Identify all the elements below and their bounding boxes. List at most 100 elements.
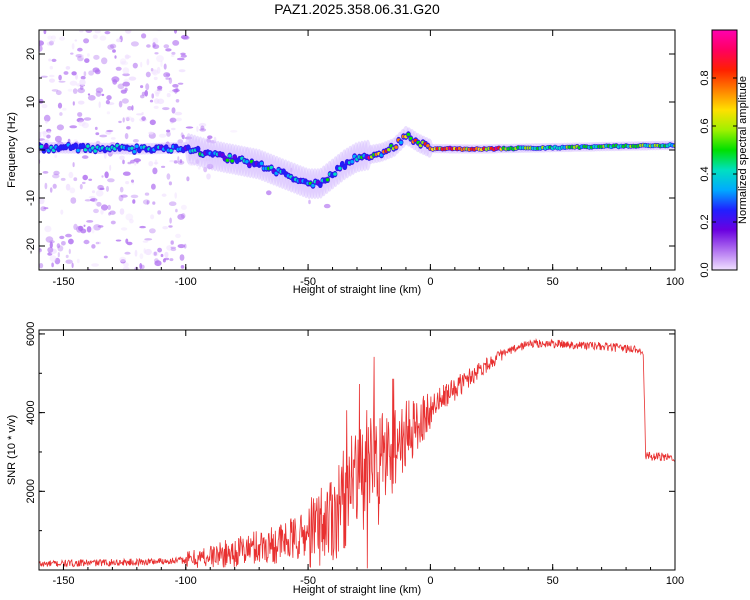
noise-blob [172,84,179,88]
noise-blob [174,88,178,94]
noise-blob [49,65,53,70]
noise-blob [104,171,109,179]
noise-blob [206,173,211,180]
noise-blob [180,52,186,56]
ridge-core [311,183,315,188]
ridge-core [230,159,234,163]
noise-blob [177,57,185,61]
noise-blob [119,186,124,193]
noise-blob [168,201,177,206]
noise-blob [171,127,176,131]
colorbar-scale [711,29,738,271]
noise-blob [160,60,163,67]
noise-blob [172,40,180,46]
noise-blob [151,69,157,75]
noise-blob [69,187,76,194]
noise-blob [52,183,57,189]
noise-blob [181,134,185,140]
noise-blob [68,171,74,179]
noise-blob [116,38,122,43]
noise-blob [131,179,134,183]
ridge-core [245,160,249,164]
noise-blob [142,240,149,243]
noise-blob [82,174,88,181]
noise-blob [39,197,45,205]
noise-blob [128,76,137,81]
noise-blob [114,55,117,59]
noise-blob [84,199,92,202]
spectrogram-xlabel: Height of straight line (km) [293,284,421,296]
noise-blob [169,160,175,163]
noise-blob [82,181,86,185]
noise-blob [97,225,104,228]
noise-blob [47,35,53,40]
noise-blob [150,68,154,72]
ridge-core [394,145,398,149]
noise-blob [171,107,176,114]
noise-blob [120,58,127,65]
noise-blob [57,102,63,109]
noise-blob [170,54,175,58]
x-tick-label: -50 [300,276,316,288]
noise-blob [65,183,71,191]
noise-blob [83,224,86,227]
noise-blob [59,36,66,41]
noise-blob [127,161,132,165]
noise-blob [119,256,127,263]
noise-blob [177,160,185,165]
noise-blob [126,241,133,246]
ridge-core [135,144,139,149]
noise-blob [94,69,101,75]
noise-blob [175,208,178,213]
noise-blob [151,183,156,190]
noise-blob [95,132,100,136]
x-tick-label: 0 [427,575,433,587]
ridge-core [387,148,391,152]
noise-blob [148,161,154,167]
noise-blob [93,224,101,231]
ridge-core [274,171,279,175]
noise-blob [170,240,174,245]
noise-blob [125,30,132,34]
noise-blob [88,70,94,76]
noise-blob [140,61,143,68]
noise-blob [144,192,150,196]
noise-blob [49,74,55,78]
noise-blob [122,73,130,77]
noise-blob [186,176,190,182]
noise-blob [153,98,160,104]
noise-blob [42,139,50,143]
noise-blob [95,190,104,197]
noise-blob [107,44,115,50]
colorbar-tick-label: 0.2 [699,214,711,229]
ridge-core [81,144,85,148]
noise-blob [120,61,129,66]
noise-blob [99,134,108,138]
snr-frame [38,329,676,571]
noise-blob [110,137,116,140]
noise-blob [180,265,185,269]
noise-blob [75,74,78,80]
noise-blob [84,58,90,63]
noise-blob [47,247,54,253]
noise-blob [55,90,62,96]
ridge-core [93,149,98,153]
noise-blob [179,159,183,164]
noise-blob [153,105,159,109]
noise-blob [59,235,65,240]
noise-blob [87,53,90,57]
noise-blob [94,199,98,205]
noise-blob [125,213,134,221]
noise-blob [48,58,52,62]
noise-blob [131,105,134,111]
noise-blob [106,95,112,101]
noise-blob [177,244,185,249]
noise-blob [62,107,67,111]
noise-blob [88,196,96,199]
noise-blob [110,220,116,225]
colorbar-tick-label: 0.8 [699,70,711,85]
noise-blob [149,99,154,103]
noise-blob [174,192,177,199]
noise-blob [80,228,87,234]
noise-blob [163,44,170,49]
